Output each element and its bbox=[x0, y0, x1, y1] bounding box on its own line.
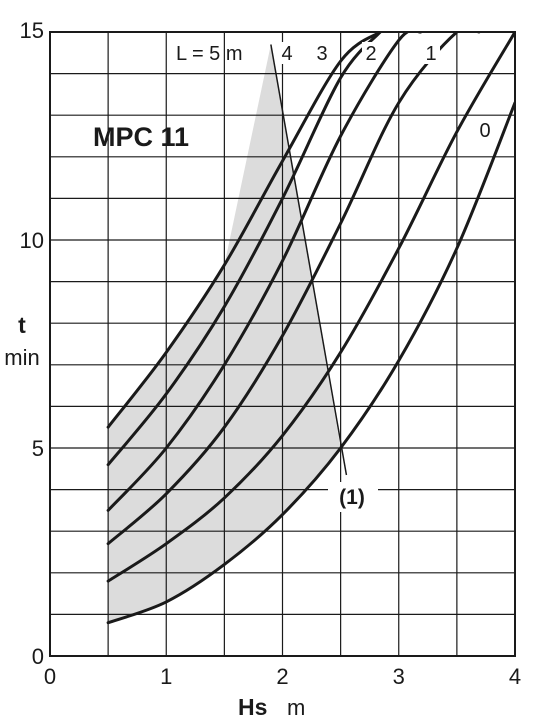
curve-label-L5: L = 5 m bbox=[176, 43, 243, 65]
plot-frame bbox=[49, 31, 516, 657]
y-tick-label: 5 bbox=[32, 436, 44, 461]
curve-label-L1: 1 bbox=[425, 43, 436, 65]
series-line-L4 bbox=[106, 32, 382, 467]
x-tick-label: 2 bbox=[276, 664, 288, 689]
x-tick-label: 0 bbox=[44, 664, 56, 689]
curve-label-bg bbox=[422, 42, 440, 64]
y-axis-unit: min bbox=[4, 345, 39, 370]
x-tick-label: 3 bbox=[393, 664, 405, 689]
curve-label-L0: 0 bbox=[479, 120, 490, 142]
series-line-L5 bbox=[106, 32, 382, 429]
x-tick-label: 1 bbox=[160, 664, 172, 689]
series-line-L0 bbox=[106, 101, 515, 625]
curve-label-bg bbox=[278, 42, 296, 64]
curve-label-L4: 4 bbox=[281, 43, 292, 65]
series-line-L3 bbox=[106, 32, 423, 512]
y-tick-label: 0 bbox=[32, 644, 44, 669]
chart-title: MPC 11 bbox=[93, 122, 189, 152]
x-axis-unit: m bbox=[287, 695, 305, 720]
annotation-bg bbox=[328, 482, 378, 512]
x-tick-label: 4 bbox=[509, 664, 521, 689]
annotation-leader-line bbox=[270, 44, 348, 476]
series-line-L1 bbox=[106, 32, 515, 583]
curve-label-L3: 3 bbox=[316, 43, 327, 65]
curve-label-bg bbox=[362, 42, 380, 64]
annotation-label: (1) bbox=[339, 486, 365, 509]
y-tick-label: 10 bbox=[20, 228, 44, 253]
y-tick-label: 15 bbox=[20, 18, 44, 43]
series-line-L2 bbox=[106, 32, 481, 546]
x-axis-label: Hs bbox=[238, 694, 267, 720]
curve-label-bg bbox=[313, 42, 331, 64]
y-axis-label: t bbox=[18, 312, 26, 338]
curve-label-bg bbox=[476, 119, 494, 141]
curve-label-L2: 2 bbox=[365, 43, 376, 65]
